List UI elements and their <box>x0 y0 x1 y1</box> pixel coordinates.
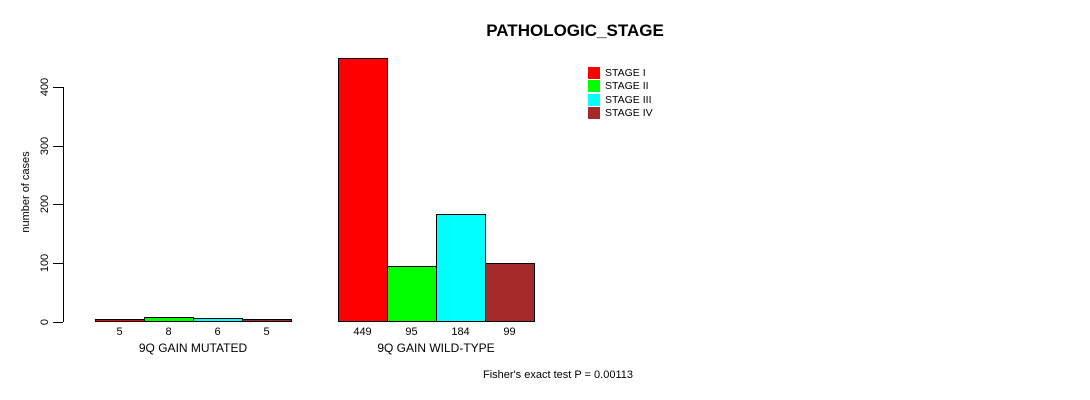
bar-value-label: 449 <box>353 326 372 338</box>
bar-stage-iii <box>193 317 243 323</box>
y-axis-label: number of cases <box>20 151 32 233</box>
bar-value-label: 95 <box>405 326 418 338</box>
bar-stage-i <box>95 318 145 323</box>
legend-item-stage-i: STAGE I <box>588 66 646 79</box>
bar-stage-i <box>338 58 388 323</box>
bar-stage-iv <box>242 318 292 323</box>
y-tick <box>53 321 63 323</box>
legend-swatch <box>588 107 600 119</box>
legend-label: STAGE III <box>605 93 652 106</box>
y-axis-line <box>63 87 64 323</box>
bar-stage-iii <box>436 213 486 323</box>
y-tick <box>53 204 63 206</box>
chart-title: PATHOLOGIC_STAGE <box>486 21 664 40</box>
legend-label: STAGE II <box>605 80 649 92</box>
group-label: 9Q GAIN WILD-TYPE <box>377 341 495 355</box>
stat-test-label: Fisher's exact test P = 0.00113 <box>483 369 633 381</box>
legend-item-stage-iv: STAGE IV <box>588 107 653 120</box>
bar-value-label: 6 <box>214 326 221 338</box>
y-tick <box>53 145 63 147</box>
y-tick <box>53 87 63 89</box>
bar-stage-ii <box>144 316 194 323</box>
legend-item-stage-iii: STAGE III <box>588 93 651 106</box>
y-tick-label: 0 <box>39 318 51 325</box>
legend-swatch <box>588 93 600 106</box>
y-tick-label: 300 <box>39 136 51 155</box>
bar-value-label: 184 <box>451 326 470 338</box>
bar-value-label: 5 <box>116 326 123 338</box>
bar-value-label: 5 <box>263 326 270 338</box>
group-label: 9Q GAIN MUTATED <box>138 341 248 355</box>
y-tick-label: 400 <box>39 77 51 97</box>
y-tick <box>53 262 63 264</box>
y-tick-label: 100 <box>39 253 51 273</box>
bar-stage-ii <box>387 265 437 323</box>
legend-label: STAGE IV <box>605 107 653 119</box>
bar-value-label: 8 <box>165 326 172 338</box>
bar-value-label: 99 <box>503 326 516 338</box>
y-tick-label: 200 <box>39 195 51 214</box>
legend-swatch <box>588 80 600 92</box>
legend-label: STAGE I <box>605 66 646 79</box>
legend-swatch <box>588 66 600 79</box>
legend-item-stage-ii: STAGE II <box>588 80 649 93</box>
bar-stage-iv <box>485 263 535 323</box>
